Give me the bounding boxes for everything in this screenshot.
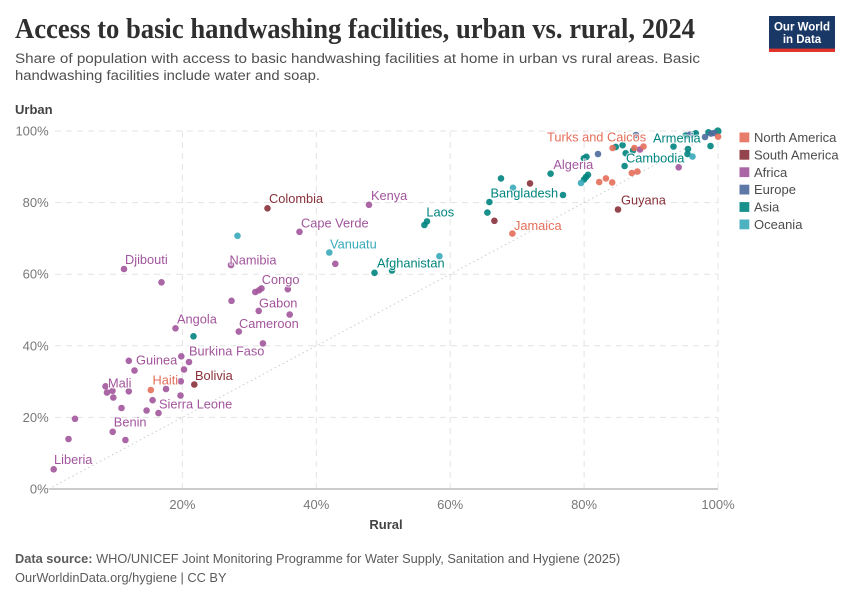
svg-text:Afghanistan: Afghanistan xyxy=(377,256,445,271)
svg-text:OurWorldinData.org/hygiene | C: OurWorldinData.org/hygiene | CC BY xyxy=(15,570,227,585)
svg-text:Data source: WHO/UNICEF Joint: Data source: WHO/UNICEF Joint Monitoring… xyxy=(15,551,620,566)
svg-text:Bangladesh: Bangladesh xyxy=(491,186,559,201)
svg-text:Gabon: Gabon xyxy=(259,296,297,311)
svg-text:Access to basic handwashing fa: Access to basic handwashing facilities, … xyxy=(15,14,695,45)
svg-text:Algeria: Algeria xyxy=(553,157,594,172)
svg-text:20%: 20% xyxy=(169,497,195,512)
svg-text:Jamaica: Jamaica xyxy=(514,218,563,233)
svg-text:Our World: Our World xyxy=(774,22,830,34)
svg-text:60%: 60% xyxy=(23,267,49,282)
svg-text:Burkina Faso: Burkina Faso xyxy=(189,344,264,359)
svg-text:Angola: Angola xyxy=(177,312,218,327)
svg-text:Share of population with acces: Share of population with access to basic… xyxy=(15,51,700,66)
svg-text:Mali: Mali xyxy=(108,375,131,390)
svg-text:Turks and Caicos: Turks and Caicos xyxy=(547,129,646,144)
svg-text:Sierra Leone: Sierra Leone xyxy=(159,396,232,411)
svg-text:Asia: Asia xyxy=(754,200,780,215)
svg-text:Colombia: Colombia xyxy=(269,191,324,206)
svg-text:20%: 20% xyxy=(23,410,49,425)
svg-text:Benin: Benin xyxy=(114,415,147,430)
svg-text:Bolivia: Bolivia xyxy=(195,368,234,383)
svg-text:Cameroon: Cameroon xyxy=(239,316,299,331)
svg-text:handwashing facilities include: handwashing facilities include water and… xyxy=(15,68,320,83)
svg-text:in Data: in Data xyxy=(783,34,822,46)
svg-text:Oceania: Oceania xyxy=(754,217,803,232)
svg-text:Congo: Congo xyxy=(262,272,300,287)
svg-text:Cambodia: Cambodia xyxy=(626,150,685,165)
svg-text:100%: 100% xyxy=(15,124,49,139)
svg-text:Vanuatu: Vanuatu xyxy=(330,237,377,252)
svg-text:100%: 100% xyxy=(701,497,735,512)
svg-text:40%: 40% xyxy=(303,497,329,512)
svg-text:Cape Verde: Cape Verde xyxy=(301,216,369,231)
svg-text:60%: 60% xyxy=(437,497,463,512)
svg-text:40%: 40% xyxy=(23,338,49,353)
svg-text:0%: 0% xyxy=(30,482,49,497)
svg-text:South America: South America xyxy=(754,147,839,162)
svg-text:Africa: Africa xyxy=(754,165,788,180)
svg-text:Kenya: Kenya xyxy=(371,188,408,203)
svg-text:Rural: Rural xyxy=(369,517,402,532)
svg-text:Djibouti: Djibouti xyxy=(125,252,168,267)
svg-text:Namibia: Namibia xyxy=(230,253,278,268)
svg-text:Guyana: Guyana xyxy=(621,193,667,208)
svg-text:Armenia: Armenia xyxy=(653,131,702,146)
svg-text:Urban: Urban xyxy=(15,102,53,117)
svg-text:North America: North America xyxy=(754,130,837,145)
svg-text:Liberia: Liberia xyxy=(54,452,93,467)
svg-text:Laos: Laos xyxy=(426,205,454,220)
svg-text:80%: 80% xyxy=(571,497,597,512)
svg-text:80%: 80% xyxy=(23,195,49,210)
svg-text:Guinea: Guinea xyxy=(136,353,178,368)
svg-text:Haiti: Haiti xyxy=(153,373,179,388)
svg-text:Europe: Europe xyxy=(754,182,796,197)
